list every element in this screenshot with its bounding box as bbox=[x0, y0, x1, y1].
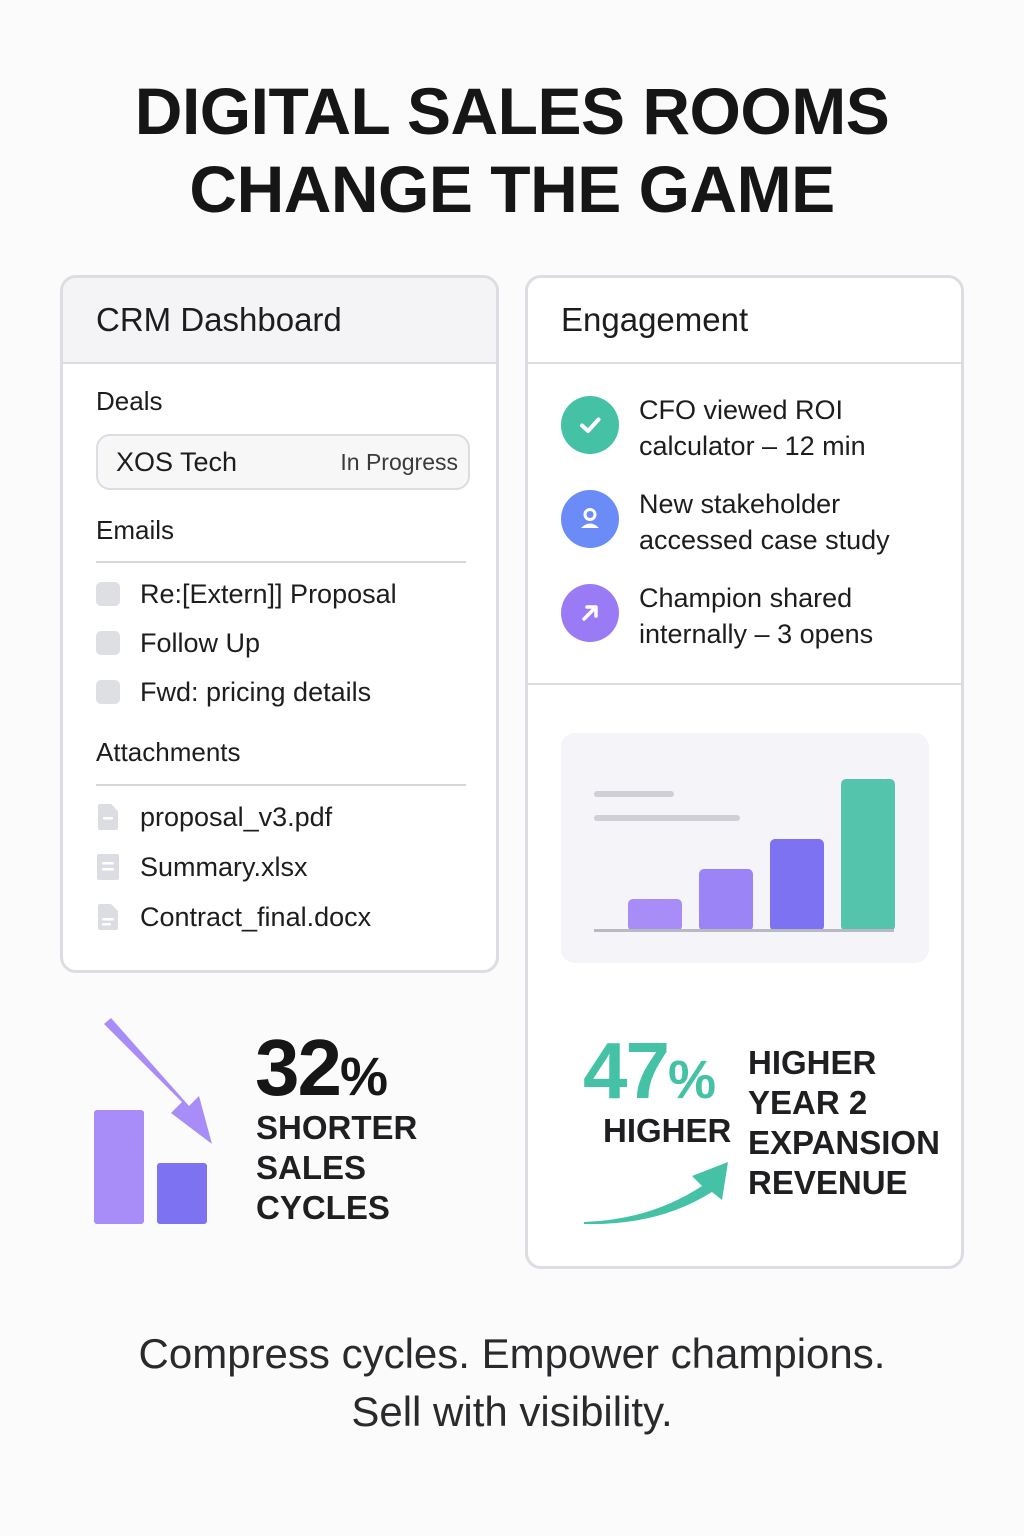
stat-value: 47 bbox=[583, 1026, 670, 1115]
engagement-divider bbox=[528, 683, 961, 685]
engagement-text: New stakeholder accessed case study bbox=[639, 486, 890, 558]
page-title: DIGITAL SALES ROOMS CHANGE THE GAME bbox=[0, 72, 1024, 228]
crm-card-header: CRM Dashboard bbox=[63, 278, 496, 364]
stat-label-line: SALES bbox=[256, 1149, 367, 1186]
email-checkbox[interactable] bbox=[96, 631, 120, 655]
stat-label-line: SHORTER bbox=[256, 1109, 418, 1146]
tagline: Compress cycles. Empower champions. Sell… bbox=[0, 1325, 1024, 1441]
attachment-item[interactable]: proposal_v3.pdf bbox=[96, 797, 332, 837]
stat-label-line: YEAR 2 bbox=[748, 1084, 868, 1121]
engagement-item[interactable]: CFO viewed ROI calculator – 12 min bbox=[561, 392, 866, 464]
attachments-label: Attachments bbox=[96, 737, 241, 767]
document-file-icon bbox=[98, 904, 118, 930]
attachment-name: Summary.xlsx bbox=[140, 851, 308, 882]
chart-placeholder-line bbox=[594, 815, 740, 821]
chart-baseline bbox=[594, 929, 894, 932]
attachment-name: proposal_v3.pdf bbox=[140, 801, 333, 832]
deal-name: XOS Tech bbox=[116, 446, 238, 477]
chart-bar-1 bbox=[628, 899, 682, 931]
engagement-text: CFO viewed ROI calculator – 12 min bbox=[639, 392, 866, 464]
deals-label: Deals bbox=[96, 386, 163, 416]
emails-label: Emails bbox=[96, 515, 175, 545]
sales-cycle-stat-number: 32% bbox=[255, 1028, 388, 1117]
growth-arrow-icon bbox=[584, 1162, 728, 1225]
stat-percent: % bbox=[667, 1050, 716, 1110]
chart-bar-3 bbox=[770, 839, 824, 931]
bar-chart-svg bbox=[594, 779, 895, 932]
email-item[interactable]: Re:[Extern]] Proposal bbox=[96, 574, 397, 614]
title-line-2: CHANGE THE GAME bbox=[189, 152, 835, 226]
check-icon bbox=[561, 396, 619, 454]
email-item[interactable]: Fwd: pricing details bbox=[96, 672, 371, 712]
expansion-stat-label: HIGHER YEAR 2 EXPANSION REVENUE bbox=[748, 1043, 940, 1203]
attachments-divider bbox=[96, 784, 466, 786]
pdf-file-icon bbox=[98, 804, 118, 830]
stat-label-line: REVENUE bbox=[748, 1164, 908, 1201]
email-subject: Follow Up bbox=[140, 627, 261, 658]
tagline-line-1: Compress cycles. Empower champions. bbox=[138, 1330, 886, 1377]
deal-status-badge: In Progress bbox=[340, 448, 458, 475]
chart-bar-4 bbox=[841, 779, 895, 931]
email-checkbox[interactable] bbox=[96, 680, 120, 704]
stat-percent: % bbox=[339, 1047, 388, 1107]
email-subject: Re:[Extern]] Proposal bbox=[140, 578, 397, 609]
engagement-text: Champion shared internally – 3 opens bbox=[639, 580, 873, 652]
engagement-chart bbox=[561, 733, 929, 963]
attachment-item[interactable]: Contract_final.docx bbox=[96, 897, 371, 937]
chart-placeholder-line bbox=[594, 791, 674, 797]
stat-value: 32 bbox=[255, 1023, 342, 1112]
tagline-line-2: Sell with visibility. bbox=[351, 1388, 673, 1435]
engagement-card-header: Engagement bbox=[528, 278, 961, 364]
arrow-up-right-icon bbox=[561, 584, 619, 642]
stat-sub-label: HIGHER bbox=[603, 1112, 732, 1149]
engagement-line: calculator – 12 min bbox=[639, 431, 866, 461]
spreadsheet-file-icon bbox=[97, 854, 119, 880]
email-checkbox[interactable] bbox=[96, 582, 120, 606]
stat-label-line: HIGHER bbox=[748, 1044, 877, 1081]
engagement-line: Champion shared bbox=[639, 583, 853, 613]
engagement-item[interactable]: New stakeholder accessed case study bbox=[561, 486, 890, 558]
engagement-line: internally – 3 opens bbox=[639, 619, 874, 649]
chart-bar-2 bbox=[699, 869, 753, 931]
emails-divider bbox=[96, 561, 466, 563]
engagement-item[interactable]: Champion shared internally – 3 opens bbox=[561, 580, 873, 652]
email-subject: Fwd: pricing details bbox=[140, 676, 372, 707]
sales-cycle-stat-label: SHORTER SALES CYCLES bbox=[256, 1108, 417, 1228]
engagement-line: accessed case study bbox=[639, 525, 890, 555]
engagement-line: New stakeholder bbox=[639, 489, 841, 519]
stat-label-line: EXPANSION bbox=[748, 1124, 940, 1161]
shrinking-bars-icon bbox=[94, 1018, 212, 1224]
user-icon bbox=[561, 490, 619, 548]
attachment-name: Contract_final.docx bbox=[140, 901, 372, 932]
email-item[interactable]: Follow Up bbox=[96, 623, 260, 663]
title-line-1: DIGITAL SALES ROOMS bbox=[134, 74, 890, 148]
deal-row[interactable]: XOS Tech In Progress bbox=[96, 434, 470, 490]
engagement-card: Engagement CFO viewed ROI calculator – 1… bbox=[525, 275, 964, 1269]
expansion-stat-sub: HIGHER bbox=[603, 1111, 731, 1151]
engagement-line: CFO viewed ROI bbox=[639, 395, 844, 425]
attachment-item[interactable]: Summary.xlsx bbox=[96, 847, 308, 887]
expansion-stat-number: 47% bbox=[583, 1031, 716, 1120]
crm-dashboard-card: CRM Dashboard Deals XOS Tech In Progress… bbox=[60, 275, 499, 973]
stat-label-line: CYCLES bbox=[256, 1189, 390, 1226]
